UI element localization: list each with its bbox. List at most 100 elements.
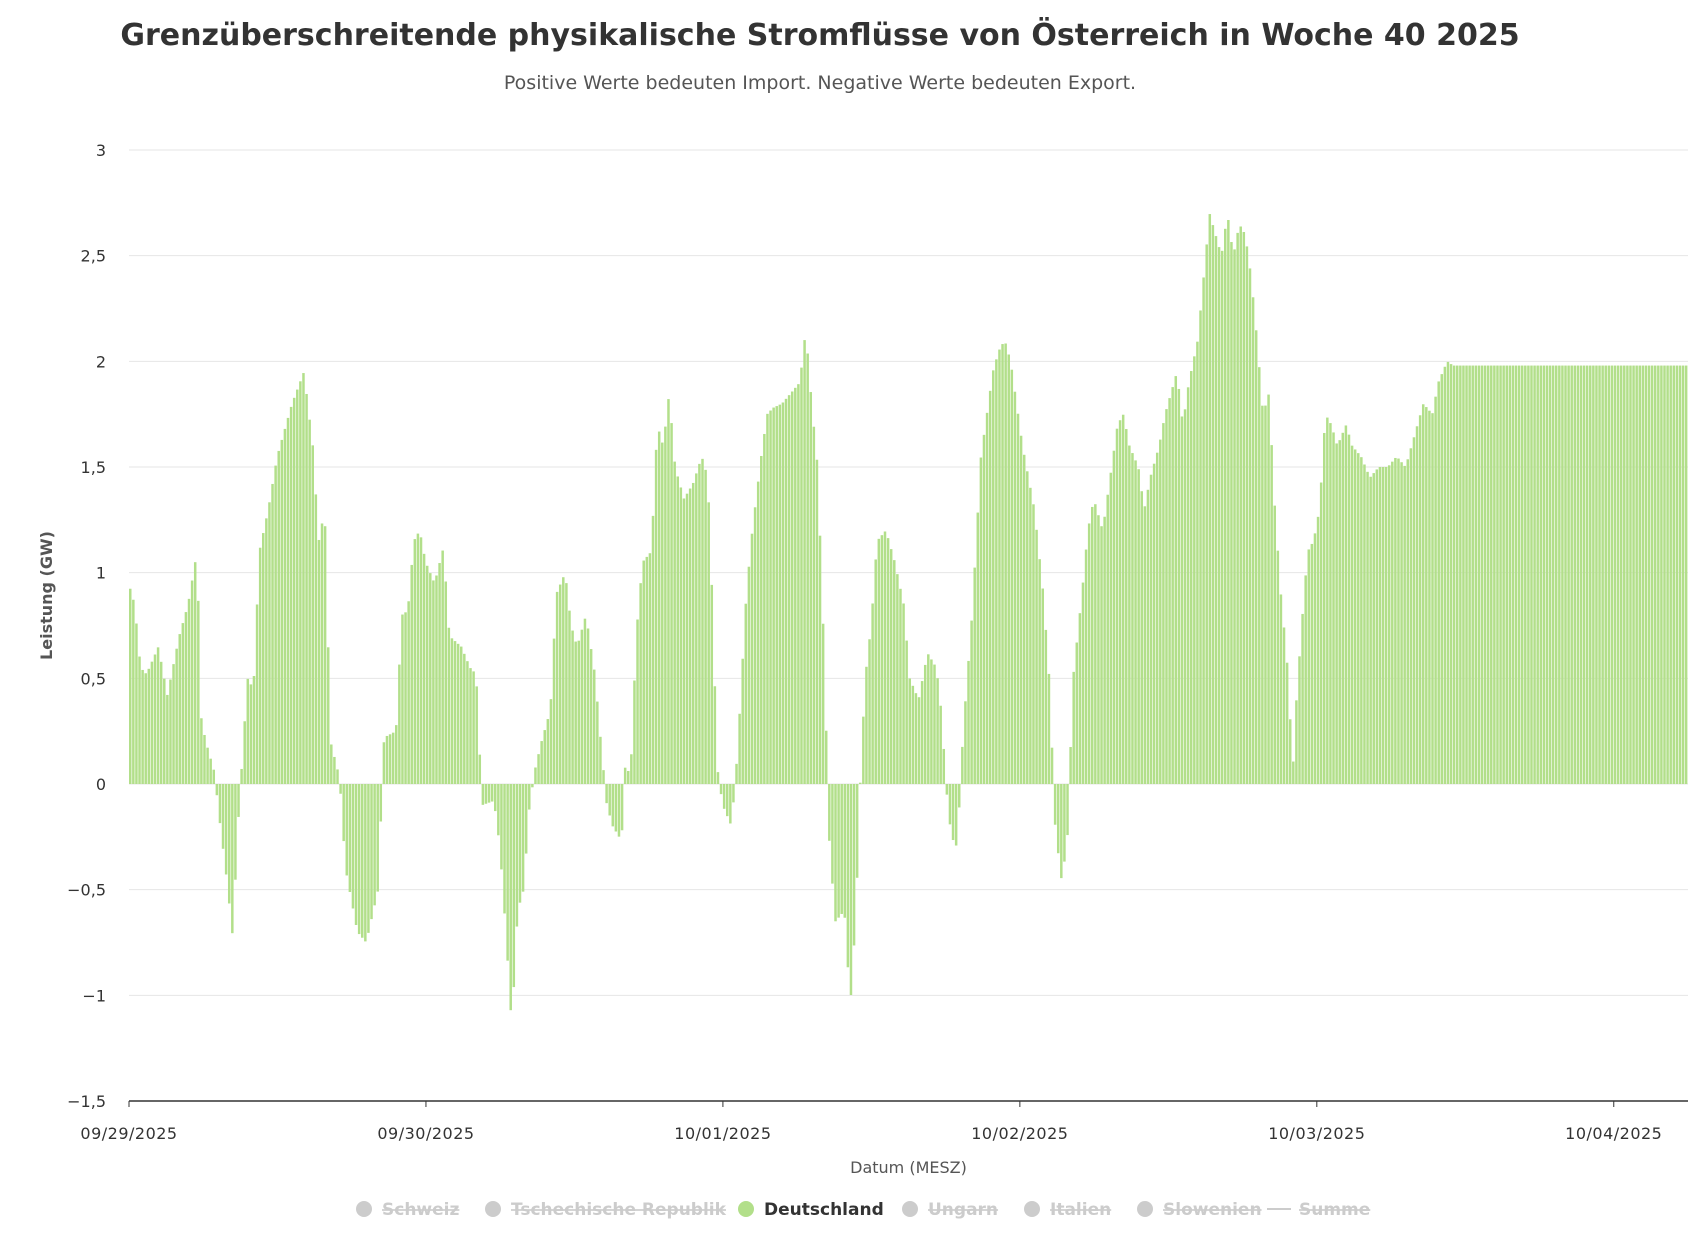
data-bar — [546, 719, 550, 784]
data-bar — [215, 784, 219, 796]
legend-dot-symbol — [1137, 1201, 1153, 1217]
legend-label[interactable]: Italien — [1050, 1200, 1111, 1220]
legend-label[interactable]: Schweiz — [382, 1200, 459, 1220]
data-bar — [351, 784, 355, 909]
data-bar — [1493, 365, 1496, 784]
data-bar — [1041, 588, 1045, 784]
legend-label[interactable]: Ungarn — [928, 1200, 998, 1220]
data-bar — [738, 713, 741, 784]
data-bar — [447, 627, 451, 784]
data-bar — [1589, 365, 1592, 784]
data-bar — [970, 620, 973, 784]
data-bar — [760, 455, 763, 784]
data-bar — [1564, 365, 1567, 784]
data-bar — [317, 539, 321, 784]
data-bar — [497, 784, 500, 836]
data-bar — [1632, 365, 1635, 784]
data-bar — [382, 742, 386, 784]
data-bar — [1579, 365, 1583, 784]
data-bar — [763, 433, 766, 784]
data-bar — [716, 772, 720, 784]
data-bar — [1304, 575, 1307, 784]
data-bar — [432, 580, 435, 784]
data-bar — [144, 673, 147, 784]
data-bar — [1415, 426, 1419, 784]
data-bar — [846, 784, 850, 968]
data-bar — [1524, 365, 1527, 784]
legend-item-summe[interactable]: Summe — [1267, 1200, 1370, 1220]
legend-item-deutschland[interactable]: Deutschland — [738, 1200, 884, 1220]
legend-label[interactable]: Deutschland — [764, 1200, 884, 1220]
y-tick-label: 3 — [96, 141, 106, 160]
data-bar — [1313, 533, 1317, 784]
data-bar — [147, 668, 151, 784]
legend-item-slowenien[interactable]: Slowenien — [1137, 1200, 1262, 1220]
y-tick-label: 0,5 — [81, 669, 106, 688]
data-bar — [1533, 365, 1536, 784]
data-bar — [212, 769, 216, 784]
data-bar — [1026, 471, 1029, 784]
legend-label[interactable]: Tschechische Republik — [511, 1200, 727, 1220]
data-bar — [1391, 461, 1394, 784]
data-bar — [750, 533, 754, 784]
data-bar — [1032, 504, 1035, 784]
data-bar — [1434, 396, 1437, 784]
data-bar — [620, 784, 624, 831]
data-bar — [320, 523, 324, 784]
data-bar — [893, 560, 896, 784]
legend-item-ungarn[interactable]: Ungarn — [902, 1200, 998, 1220]
data-bar — [790, 391, 794, 784]
data-bar — [1406, 459, 1410, 784]
y-tick-label: 2,5 — [81, 247, 106, 266]
data-bar — [438, 563, 441, 784]
legend-label[interactable]: Summe — [1299, 1200, 1370, 1220]
data-bar — [1452, 365, 1456, 784]
data-bar — [917, 697, 921, 784]
data-bar — [175, 648, 178, 784]
data-bar — [691, 482, 695, 784]
data-bar — [1551, 365, 1555, 784]
legend-label[interactable]: Slowenien — [1163, 1200, 1262, 1220]
data-bar — [388, 734, 392, 784]
data-bar — [654, 449, 658, 784]
data-bar — [1307, 549, 1311, 784]
x-tick-label: 10/02/2025 — [971, 1124, 1068, 1143]
data-bar — [685, 493, 689, 784]
data-bar — [571, 630, 574, 784]
data-bar — [1292, 761, 1295, 784]
x-tick-label: 09/29/2025 — [80, 1124, 177, 1143]
data-bar — [1069, 747, 1072, 784]
data-bar — [778, 404, 782, 784]
data-bar — [998, 349, 1001, 784]
y-tick-label: 0 — [96, 775, 106, 794]
legend-item-tschechische-republik[interactable]: Tschechische Republik — [485, 1200, 727, 1220]
data-bar — [1081, 582, 1085, 784]
data-bar — [787, 395, 791, 784]
data-bar — [156, 647, 160, 784]
data-bar — [806, 353, 809, 784]
data-bar — [1542, 365, 1546, 784]
data-bar — [1097, 515, 1100, 784]
data-bar — [404, 612, 407, 784]
data-bar — [889, 549, 893, 784]
data-bar — [441, 550, 444, 784]
data-bar — [1285, 662, 1289, 784]
data-bar — [1245, 246, 1249, 784]
data-bar — [1162, 423, 1165, 784]
data-bar — [1056, 784, 1060, 854]
legend-item-schweiz[interactable]: Schweiz — [356, 1200, 459, 1220]
data-bar — [1623, 365, 1626, 784]
data-bar — [1152, 463, 1156, 784]
data-bar — [534, 767, 537, 784]
legend-item-italien[interactable]: Italien — [1024, 1200, 1111, 1220]
data-bar — [1381, 467, 1385, 784]
data-bar — [367, 784, 370, 933]
data-bar — [772, 407, 775, 784]
legend-dot-symbol — [356, 1201, 372, 1217]
data-bar — [1186, 387, 1190, 784]
data-bar — [537, 754, 540, 784]
data-bar — [135, 623, 138, 784]
data-bar — [1149, 474, 1153, 784]
data-bar — [224, 784, 228, 875]
